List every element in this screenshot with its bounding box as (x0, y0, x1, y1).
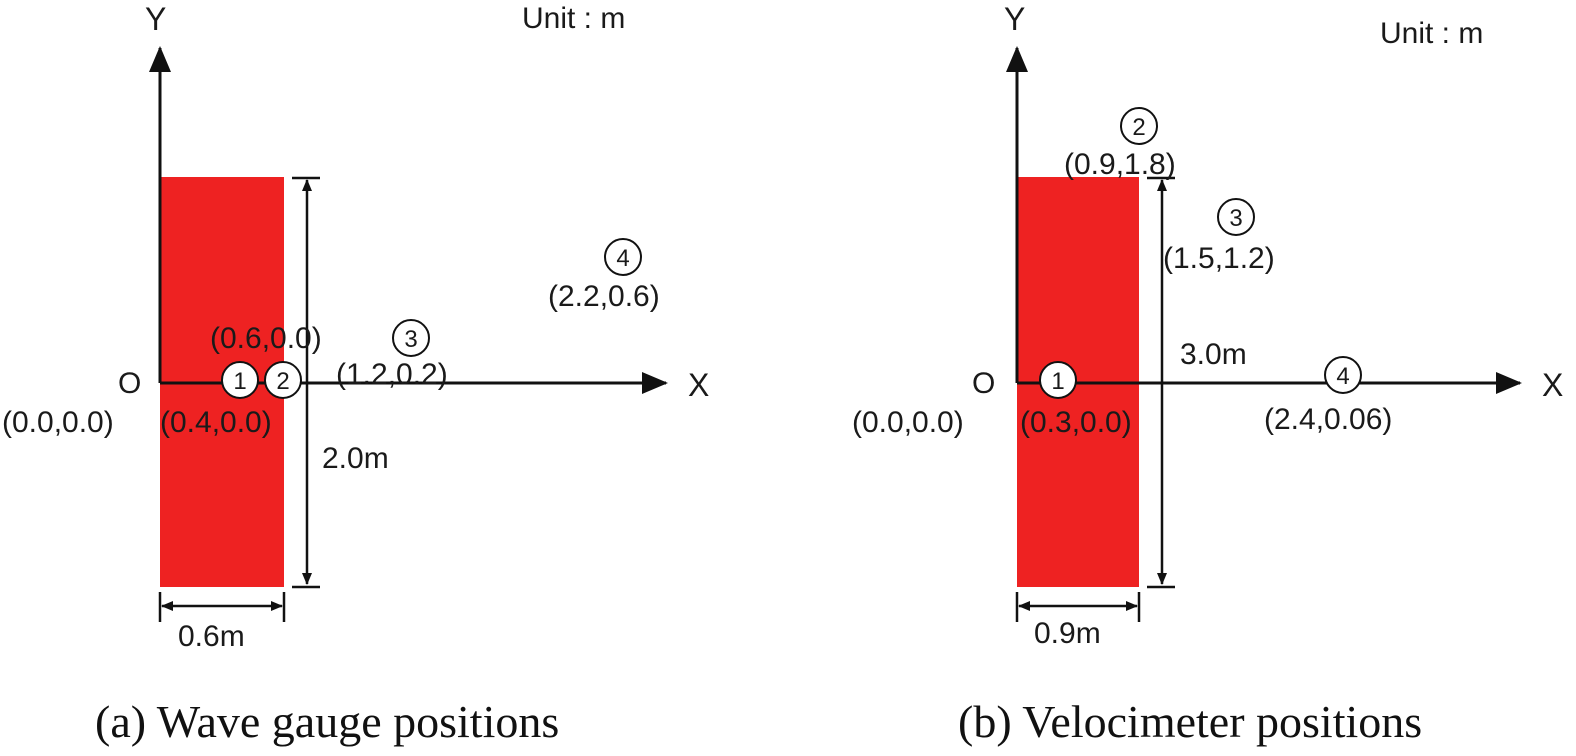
point-marker-circle (392, 319, 430, 357)
velocimeter-point-1: 1 (0.3,0.0) (1020, 361, 1132, 439)
velocimeter-point-4: 4 (2.4,0.06) (1264, 356, 1392, 436)
point-number: 3 (1229, 205, 1242, 232)
y-axis-label: Y (145, 1, 166, 37)
point-coordinate: (0.6,0.0) (210, 322, 322, 355)
point-coordinate: (0.4,0.0) (160, 406, 272, 439)
point-coordinate: (0.9,1.8) (1064, 148, 1176, 181)
origin-coord: (0.0,0.0) (852, 406, 964, 439)
point-marker-circle (1039, 361, 1077, 399)
panel-caption: (b) Velocimeter positions (958, 696, 1422, 747)
height-dimension-label: 3.0m (1180, 338, 1247, 371)
y-axis-label: Y (1004, 1, 1025, 37)
point-marker-circle (1120, 107, 1158, 145)
x-axis-label: X (688, 367, 709, 403)
gauge-point-3: 3 (1.2,0.2) (336, 319, 448, 391)
width-dimension-label: 0.9m (1034, 617, 1101, 650)
gauge-point-4: 4 (2.2,0.6) (548, 238, 660, 313)
origin-label: O (118, 367, 141, 400)
velocimeter-point-3: 3 (1.5,1.2) (1163, 198, 1275, 275)
unit-label: Unit : m (1380, 17, 1483, 50)
velocimeter-point-2: 2 (0.9,1.8) (1064, 107, 1176, 181)
point-number: 1 (1051, 368, 1064, 395)
point-number: 3 (404, 326, 417, 353)
origin-label: O (972, 367, 995, 400)
panel-b: Y X Unit : m O (0.0,0.0) 3.0m 0.9m 1 (0.… (852, 1, 1563, 747)
panel-caption: (a) Wave gauge positions (95, 696, 559, 747)
x-axis-label: X (1542, 367, 1563, 403)
point-coordinate: (1.2,0.2) (336, 358, 448, 391)
point-coordinate: (1.5,1.2) (1163, 242, 1275, 275)
gauge-point-2: 2 (0.6,0.0) (210, 322, 322, 399)
point-marker-circle (1217, 198, 1255, 236)
point-number: 1 (233, 368, 246, 395)
point-number: 2 (1132, 114, 1145, 141)
width-dimension-label: 0.6m (178, 620, 245, 653)
point-marker-circle (604, 238, 642, 276)
point-marker-circle (1324, 356, 1362, 394)
unit-label: Unit : m (522, 2, 625, 35)
point-marker-circle (221, 361, 259, 399)
panel-a: Y X Unit : m O (0.0,0.0) 2.0m 0.6m 1 (0.… (2, 1, 709, 747)
point-number: 4 (1336, 363, 1349, 390)
height-dimension-label: 2.0m (322, 442, 389, 475)
gauge-point-1: 1 (0.4,0.0) (160, 361, 272, 439)
point-coordinate: (2.2,0.6) (548, 280, 660, 313)
origin-coord: (0.0,0.0) (2, 406, 114, 439)
point-number: 4 (616, 245, 629, 272)
point-number: 2 (276, 368, 289, 395)
point-marker-circle (264, 361, 302, 399)
point-coordinate: (2.4,0.06) (1264, 403, 1392, 436)
point-coordinate: (0.3,0.0) (1020, 406, 1132, 439)
